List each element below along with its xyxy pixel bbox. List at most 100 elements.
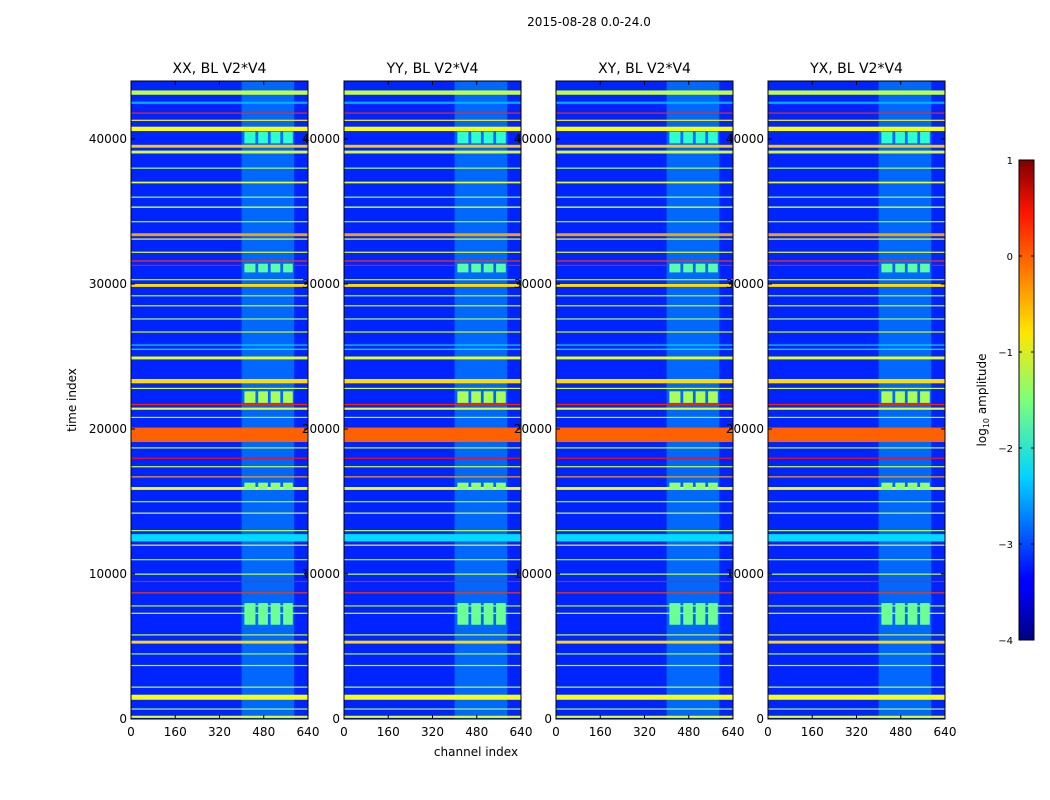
rfi-block — [695, 391, 706, 403]
y-tick-label: 40000 — [726, 132, 764, 146]
time-band — [768, 416, 945, 419]
time-band — [131, 348, 308, 350]
y-tick-label: 30000 — [302, 277, 340, 291]
time-band — [344, 530, 521, 532]
time-band — [556, 605, 733, 607]
panel-title: XY, BL V2*V4 — [598, 61, 691, 77]
rfi-block — [895, 131, 905, 144]
time-band — [556, 387, 733, 390]
heatmap-xy — [556, 81, 733, 719]
colorbar-label-suffix: amplitude — [975, 354, 989, 418]
time-band — [344, 634, 521, 636]
time-band — [131, 264, 308, 266]
time-band — [344, 318, 521, 320]
rfi-block — [471, 603, 481, 625]
rfi-block — [907, 391, 918, 403]
y-tick-label: 0 — [756, 712, 764, 726]
rfi-block — [669, 131, 681, 144]
time-band — [344, 653, 521, 655]
rfi-block — [695, 603, 706, 625]
y-tick-label: 0 — [332, 712, 340, 726]
time-band — [768, 407, 945, 410]
time-band — [344, 233, 521, 237]
time-band — [768, 279, 945, 281]
rfi-block — [471, 391, 481, 403]
time-band — [768, 181, 945, 184]
x-tick-label: 320 — [421, 725, 444, 739]
y-tick-label: 10000 — [514, 567, 552, 581]
x-tick-label: 160 — [164, 725, 187, 739]
time-band — [344, 101, 521, 104]
rfi-block — [244, 131, 256, 144]
x-tick-label: 640 — [297, 725, 320, 739]
y-tick-label: 20000 — [514, 422, 552, 436]
rfi-block — [920, 482, 930, 490]
time-band — [344, 251, 521, 253]
time-band — [344, 466, 521, 468]
time-band — [131, 534, 308, 542]
time-band — [131, 612, 308, 614]
time-band — [344, 150, 521, 154]
rfi-block — [907, 603, 918, 625]
x-tick-label: 640 — [934, 725, 957, 739]
time-band — [556, 119, 733, 121]
time-band — [556, 501, 733, 503]
time-band — [131, 592, 308, 594]
time-band — [768, 640, 945, 644]
time-band — [556, 640, 733, 644]
time-band — [344, 284, 521, 287]
y-tick-label: 40000 — [514, 132, 552, 146]
rfi-block — [471, 482, 481, 490]
time-band — [131, 559, 308, 561]
x-tick-label: 320 — [845, 725, 868, 739]
y-tick-label: 40000 — [89, 132, 127, 146]
time-band — [344, 279, 521, 281]
rfi-block — [258, 131, 268, 144]
time-band — [556, 305, 733, 307]
time-band — [344, 356, 521, 360]
time-band — [556, 90, 733, 95]
time-band — [556, 544, 733, 546]
time-band — [556, 686, 733, 688]
rfi-block — [708, 391, 718, 403]
time-band — [556, 466, 733, 468]
time-band — [556, 653, 733, 655]
time-band — [131, 640, 308, 644]
time-band — [344, 112, 521, 114]
rfi-block — [920, 391, 930, 403]
rfi-block — [270, 263, 281, 273]
rfi-block — [708, 603, 718, 625]
rfi-block — [457, 263, 469, 273]
time-band — [131, 167, 308, 169]
rfi-block — [483, 482, 494, 490]
time-band — [768, 221, 945, 223]
time-band — [131, 447, 308, 449]
time-band — [556, 233, 733, 237]
time-band — [556, 612, 733, 614]
time-band — [768, 264, 945, 266]
time-band — [556, 144, 733, 148]
time-band — [768, 512, 945, 514]
time-band — [131, 407, 308, 410]
time-band — [768, 466, 945, 468]
time-band — [344, 612, 521, 614]
time-band — [768, 427, 945, 443]
time-band — [768, 206, 945, 208]
time-band — [768, 284, 945, 287]
time-band — [556, 447, 733, 449]
time-band — [131, 150, 308, 154]
time-band — [556, 378, 733, 384]
rfi-block — [920, 131, 930, 144]
time-band — [344, 487, 521, 490]
time-band — [131, 344, 308, 346]
panel-title: YX, BL V2*V4 — [809, 61, 903, 77]
time-band — [344, 264, 521, 266]
time-band — [556, 407, 733, 410]
time-band — [344, 378, 521, 384]
rfi-block — [907, 131, 918, 144]
rfi-block — [270, 603, 281, 625]
time-band — [556, 348, 733, 350]
rfi-block — [496, 603, 506, 625]
x-tick-label: 640 — [722, 725, 745, 739]
